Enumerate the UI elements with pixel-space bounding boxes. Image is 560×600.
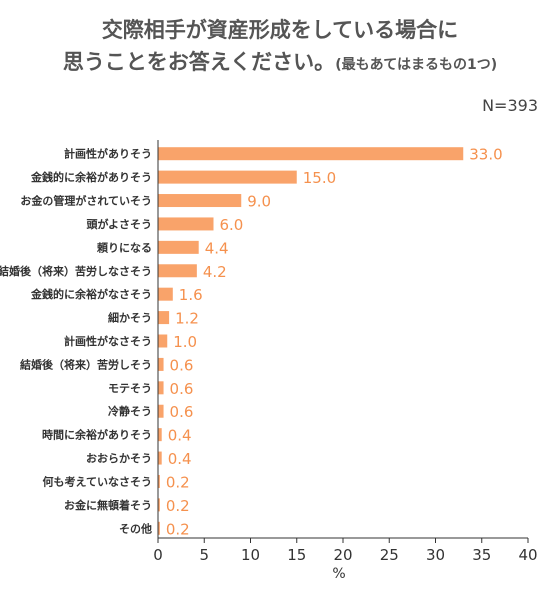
data-label: 6.0 — [220, 216, 244, 234]
bar — [158, 194, 242, 208]
x-tick-label: 15 — [287, 546, 306, 564]
x-tick-label: 25 — [380, 546, 399, 564]
data-label: 4.4 — [205, 239, 229, 257]
title-line-2-main: 思うことをお答えください。 — [62, 50, 336, 74]
bar — [158, 217, 214, 231]
data-label: 0.6 — [170, 380, 194, 398]
data-label: 0.2 — [166, 520, 190, 538]
bar — [158, 357, 164, 371]
title-note: (最もあてはまるもの1つ) — [335, 57, 498, 73]
data-label: 0.2 — [166, 473, 190, 491]
category-label: 時間に余裕がありそう — [42, 428, 152, 442]
bar — [158, 170, 297, 184]
bar — [158, 264, 197, 278]
category-label: 金銭的に余裕がありそう — [30, 170, 152, 184]
category-label: 何も考えていなさそう — [43, 474, 152, 488]
data-label: 0.2 — [166, 497, 190, 515]
bar — [158, 451, 162, 465]
category-label: 金銭的に余裕がなさそう — [30, 287, 152, 301]
data-label: 33.0 — [469, 146, 502, 164]
bar — [158, 521, 160, 535]
bar — [158, 404, 164, 418]
category-label: おおらかそう — [86, 452, 152, 465]
x-tick-label: 20 — [333, 546, 352, 564]
sample-size: N=393 — [482, 96, 538, 115]
data-label: 1.0 — [173, 333, 197, 351]
chart-title: 交際相手が資産形成をしている場合に 思うことをお答えください。(最もあてはまるも… — [0, 14, 560, 81]
x-tick-label: 5 — [199, 546, 209, 564]
data-label: 15.0 — [303, 169, 336, 187]
data-label: 9.0 — [247, 193, 271, 211]
category-label: 結婚後（将来）苦労しなさそう — [0, 264, 152, 278]
category-label: 頼りになる — [96, 240, 152, 254]
bar — [158, 428, 162, 442]
title-line-1: 交際相手が資産形成をしている場合に — [101, 18, 459, 42]
bar — [158, 381, 164, 395]
data-label: 0.6 — [170, 403, 194, 421]
category-label: モテそう — [108, 382, 152, 395]
x-tick-label: 0 — [153, 546, 163, 564]
bar — [158, 287, 173, 301]
data-label: 1.2 — [175, 310, 199, 328]
category-label: 冷静そう — [108, 404, 152, 418]
x-tick-label: 35 — [472, 546, 491, 564]
category-label: お金の管理がされていそう — [20, 194, 152, 208]
x-axis-label: % — [332, 566, 345, 582]
bar — [158, 498, 160, 512]
bar — [158, 240, 199, 254]
data-label: 4.2 — [203, 263, 227, 281]
bar — [158, 147, 464, 161]
bar — [158, 334, 168, 348]
data-label: 0.4 — [168, 427, 192, 445]
x-tick-label: 30 — [426, 546, 445, 564]
title-line-2: 思うことをお答えください。(最もあてはまるもの1つ) — [0, 46, 560, 81]
x-tick-label: 40 — [518, 546, 537, 564]
category-label: 結婚後（将来）苦労しそう — [20, 357, 152, 371]
category-label: その他 — [119, 521, 152, 535]
category-label: 計画性がありそう — [64, 147, 152, 161]
category-label: 頭がよさそう — [87, 217, 152, 231]
x-tick-label: 10 — [241, 546, 260, 564]
bar — [158, 474, 160, 488]
bar — [158, 311, 170, 325]
data-label: 0.4 — [168, 450, 192, 468]
category-label: 計画性がなさそう — [64, 334, 152, 348]
category-label: 細かそう — [108, 311, 152, 325]
data-label: 0.6 — [170, 356, 194, 374]
category-label: お金に無頓着そう — [64, 498, 152, 512]
data-label: 1.6 — [179, 286, 203, 304]
